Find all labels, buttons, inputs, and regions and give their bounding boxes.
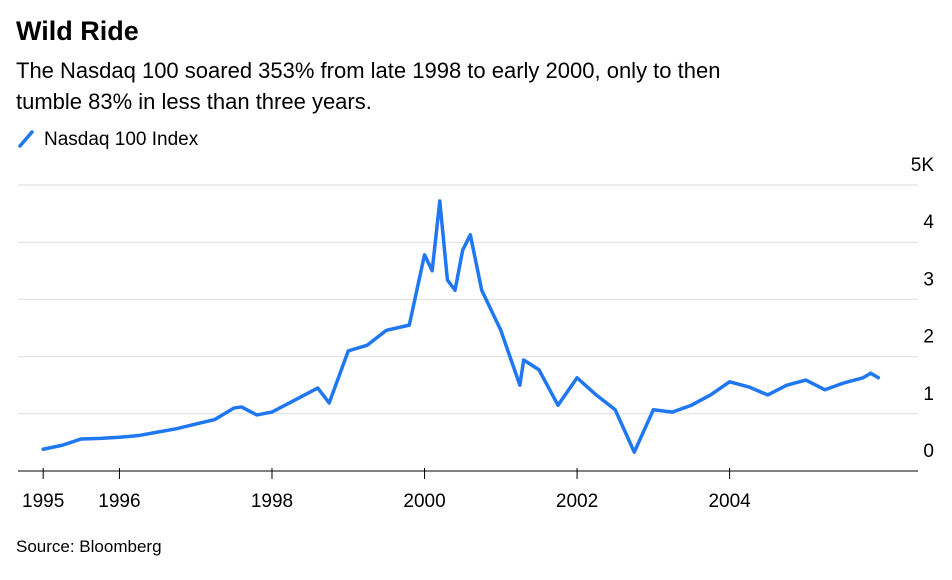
x-tick-label: 1998 bbox=[251, 491, 293, 512]
chart-subtitle: tumble 83% in less than three years. bbox=[16, 89, 372, 114]
chart-title: Wild Ride bbox=[16, 16, 139, 46]
y-tick-label: 5K bbox=[911, 155, 935, 176]
y-tick-label: 3 bbox=[923, 269, 934, 290]
y-tick-label: 4 bbox=[923, 212, 934, 233]
chart-subtitle: The Nasdaq 100 soared 353% from late 199… bbox=[16, 58, 720, 83]
line-series bbox=[41, 199, 881, 454]
x-tick-label: 2000 bbox=[403, 491, 445, 512]
y-tick-label: 2 bbox=[923, 327, 934, 348]
x-tick-label: 1995 bbox=[22, 491, 64, 512]
y-tick-label: 0 bbox=[923, 441, 934, 462]
y-tick-label: 1 bbox=[923, 384, 934, 405]
source: Source: Bloomberg bbox=[16, 537, 162, 556]
legend-label: Nasdaq 100 Index bbox=[44, 129, 199, 150]
x-tick-label: 1996 bbox=[98, 491, 140, 512]
legend-icon bbox=[18, 130, 34, 148]
x-tick-label: 2002 bbox=[556, 491, 598, 512]
x-tick-label: 2004 bbox=[708, 491, 751, 512]
